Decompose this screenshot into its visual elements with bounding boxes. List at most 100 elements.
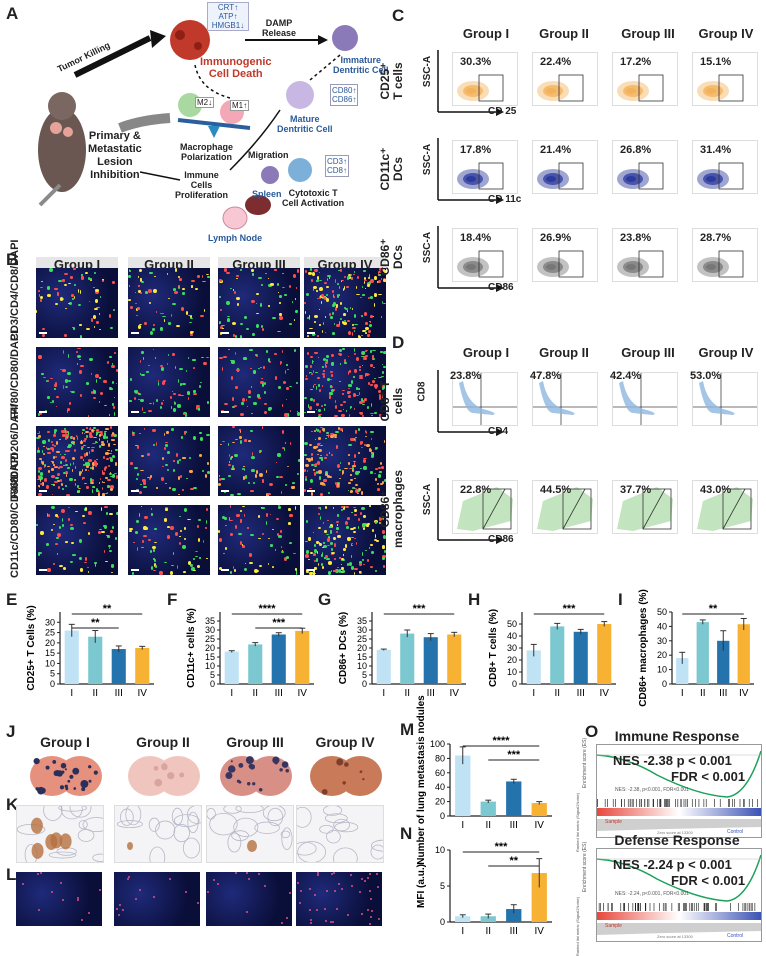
x-tick-label: II (404, 688, 410, 699)
panel-label-d: D (392, 333, 405, 352)
bar (248, 644, 263, 684)
immature-dc-label: Immature Dentritic Cell (333, 55, 389, 75)
facs-percent: 30.3% (460, 56, 492, 68)
gsea-y-label-es: Enrichment score (ES) (582, 737, 589, 789)
y-tick-label: 20 (357, 643, 367, 653)
bar (573, 631, 588, 684)
mouse-icon (38, 108, 86, 192)
bar (88, 636, 103, 684)
sig-label: *** (495, 841, 509, 853)
x-tick-label: I (532, 688, 535, 699)
facs-row-label-line2: cells (391, 387, 405, 415)
bar (135, 648, 150, 684)
y-tick-label: 0 (440, 917, 445, 927)
bar (531, 803, 547, 816)
facs-percent: 44.5% (540, 484, 572, 496)
facs-percent: 31.4% (700, 144, 732, 156)
facs-plot (452, 228, 518, 282)
sig-label: **** (492, 735, 510, 747)
y-tick-label: 30 (657, 636, 667, 646)
gsea-title: Immune Response (614, 728, 740, 744)
facs-plot (612, 52, 678, 106)
x-tick-label: II (700, 688, 706, 699)
sig-label: *** (413, 603, 427, 615)
sig-label: *** (272, 617, 286, 629)
facs-percent: 28.7% (700, 232, 732, 244)
y-tick-label: 15 (205, 652, 215, 662)
panel-b-row-label: CD3/CD4/CD8/DAPI (9, 239, 21, 341)
facs-x-axis-label: CD86 (488, 534, 514, 545)
panel-label-j: J (6, 722, 16, 741)
x-tick-label: I (230, 688, 233, 699)
schematic-diagram (38, 20, 358, 230)
bar (717, 640, 730, 684)
y-tick-label: 30 (205, 625, 215, 635)
facs-plot (452, 372, 518, 426)
y-axis-label: CD8+ T cells (%) (488, 609, 499, 687)
facs-plot (612, 372, 678, 426)
facs-y-axis-label: SSC-A (422, 55, 434, 88)
x-tick-label: III (510, 926, 518, 937)
bar (526, 650, 541, 684)
sig-label: ** (91, 617, 100, 629)
y-tick-label: 0 (512, 679, 517, 689)
x-tick-label: I (70, 688, 73, 699)
lung-photo (220, 756, 292, 796)
facs-percent: 23.8% (620, 232, 652, 244)
facs-row-label-line2: T cells (391, 62, 405, 100)
lesion-inhibition-label: Primary & Metastatic Lesion Inhibition (88, 130, 142, 181)
tumor-killing-arrow (73, 35, 152, 78)
panel-c-group-header: Group I (462, 26, 510, 41)
facs-density (537, 487, 593, 531)
if-image (218, 347, 300, 417)
panel-j-group-header: Group II (136, 734, 190, 750)
histology-image (16, 805, 104, 863)
y-tick-label: 25 (205, 634, 215, 644)
panel-label-f: F (167, 590, 178, 609)
if-image (304, 268, 386, 338)
ranked-metric (597, 819, 761, 831)
y-tick-label: 0 (210, 679, 215, 689)
bar (506, 781, 522, 816)
facs-plot (532, 52, 598, 106)
facs-density (617, 487, 673, 531)
panel-b-row-label: CD11c/CD80/CD86/DAPI (9, 452, 21, 578)
sig-label: ** (509, 855, 518, 867)
sig-label: *** (563, 603, 577, 615)
sig-label: ** (103, 603, 112, 615)
if-image (36, 426, 118, 496)
if-image (128, 268, 210, 338)
facs-percent: 42.4% (610, 370, 642, 382)
bar (111, 649, 126, 684)
bar (696, 622, 709, 684)
panel-d-group-header: Group III (621, 345, 675, 360)
histology-image (296, 805, 384, 863)
y-axis-label: CD86+ macrophages (%) (638, 589, 649, 707)
gsea-fdr: FDR < 0.001 (671, 873, 746, 888)
y-tick-label: 35 (205, 616, 215, 626)
if-image (304, 347, 386, 417)
facs-percent: 43.0% (700, 484, 732, 496)
facs-row-label: CD86⁺ DCs (378, 217, 405, 297)
y-tick-label: 30 (45, 617, 55, 627)
crt-label: CRT↑ (217, 3, 239, 12)
rank-gradient (597, 808, 761, 816)
lung-fluorescence-image (16, 872, 102, 926)
facs-plot (612, 140, 678, 194)
gsea-y-label-es: Enrichment score (ES) (582, 841, 589, 893)
bar (480, 801, 496, 816)
gsea-x-label: Zero score at 13300 (657, 934, 693, 939)
bar (271, 634, 286, 684)
x-tick-label: II (485, 820, 491, 831)
y-tick-label: 20 (657, 650, 667, 660)
facs-x-axis-label: CD 25 (488, 106, 517, 117)
panel-label-e: E (6, 590, 18, 609)
facs-percent: 26.8% (620, 144, 652, 156)
x-tick-label: II (252, 688, 258, 699)
x-tick-label: IV (298, 688, 308, 699)
facs-y-axis-label: SSC-A (422, 143, 434, 176)
y-tick-label: 5 (210, 670, 215, 680)
y-tick-label: 0 (440, 811, 445, 821)
if-image (128, 426, 210, 496)
